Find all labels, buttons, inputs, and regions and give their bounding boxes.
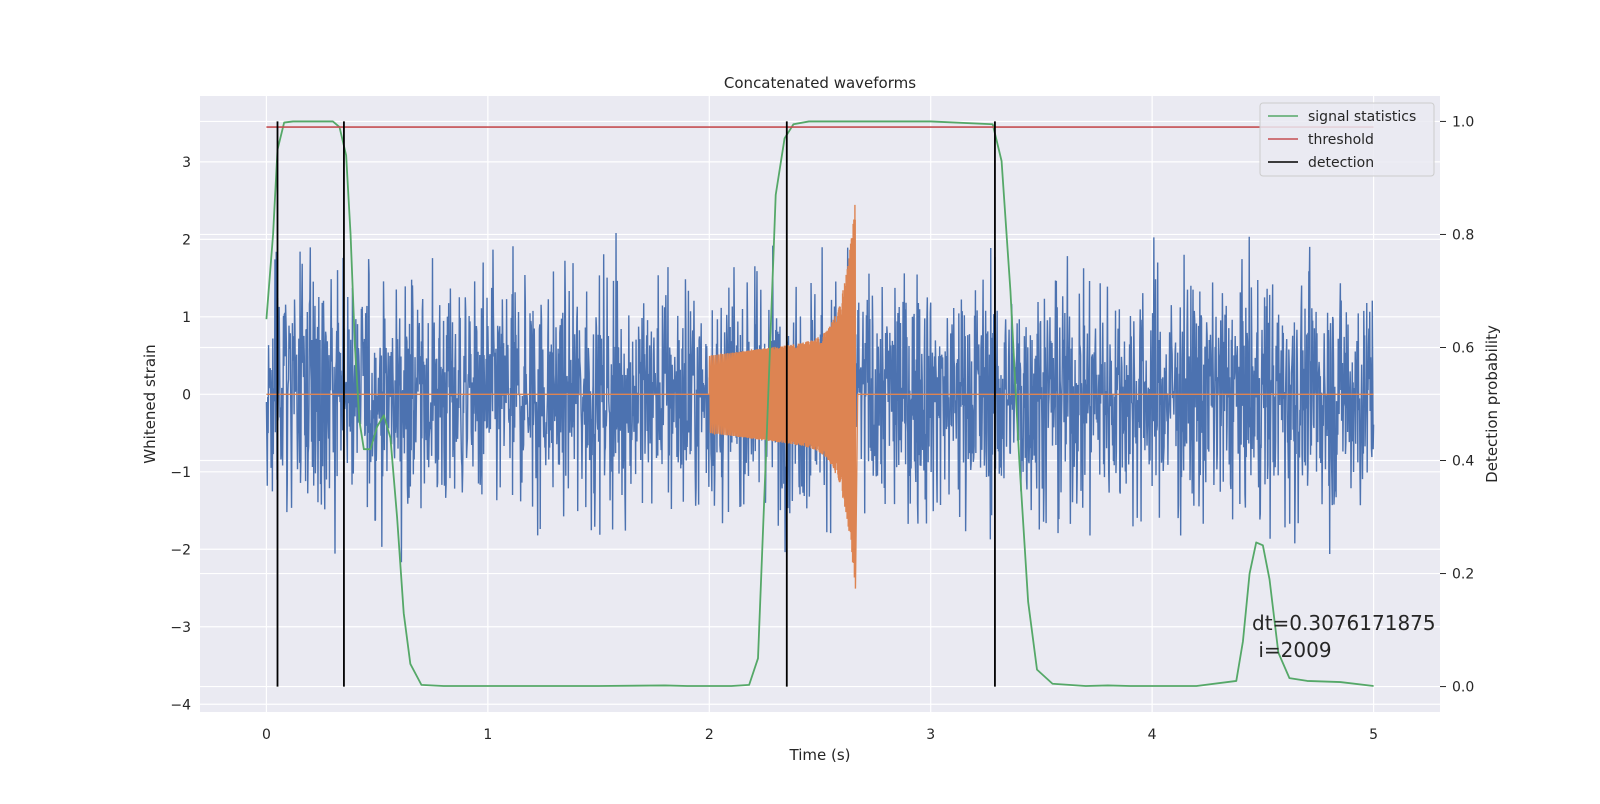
legend: signal statistics threshold detection: [1259, 102, 1435, 177]
annotation-i: i=2009: [1252, 638, 1332, 662]
signal-statistics-series: [265, 120, 1374, 687]
legend-label-threshold: threshold: [1308, 132, 1374, 148]
x-tick-label: 3: [926, 727, 935, 743]
x-tick-label: 0: [262, 727, 271, 743]
y-tick-label: 2: [182, 232, 191, 248]
y-tick-label: 3: [182, 155, 191, 171]
y2-tick-label: 0.0: [1452, 680, 1474, 696]
axis-ticks: 0 1 2 3 4 5 3 2 1 0 −1 −2 −3 −4 1.0 0.8 0.6 0.4 0.2 0.0: [170, 114, 1474, 743]
y-tick-label: 0: [182, 387, 191, 403]
y2-tick-label: 0.6: [1452, 340, 1474, 356]
y-tick-label: 1: [182, 310, 191, 326]
y2-axis-label: Detection probability: [1483, 325, 1501, 483]
detection-series: [276, 121, 996, 687]
y2-tick-label: 0.2: [1452, 567, 1474, 583]
chirp-series: [266, 204, 1374, 589]
signal-statistics-line: [265, 120, 1374, 687]
chart-title: Concatenated waveforms: [724, 74, 916, 92]
x-tick-label: 1: [483, 727, 492, 743]
y-tick-label: −3: [170, 620, 191, 636]
y2-tick-label: 1.0: [1452, 114, 1474, 130]
noise-line: [265, 232, 1375, 563]
y-axis-label: Whitened strain: [141, 344, 159, 463]
legend-label-detection: detection: [1308, 155, 1374, 171]
x-axis-label: Time (s): [789, 746, 851, 764]
chirp-line: [266, 204, 1374, 589]
legend-label-signal-statistics: signal statistics: [1308, 109, 1416, 125]
y-tick-label: −1: [170, 465, 191, 481]
legend-box: [1259, 102, 1435, 177]
y2-tick-label: 0.4: [1452, 454, 1474, 470]
x-tick-label: 4: [1148, 727, 1157, 743]
x-tick-label: 2: [705, 727, 714, 743]
noise-series: [265, 232, 1375, 563]
y-tick-label: −2: [170, 542, 191, 558]
grid: [200, 96, 1440, 712]
x-tick-label: 5: [1369, 727, 1378, 743]
y2-tick-label: 0.8: [1452, 227, 1474, 243]
annotation-dt: dt=0.3076171875: [1252, 611, 1436, 635]
y-tick-label: −4: [170, 697, 191, 713]
